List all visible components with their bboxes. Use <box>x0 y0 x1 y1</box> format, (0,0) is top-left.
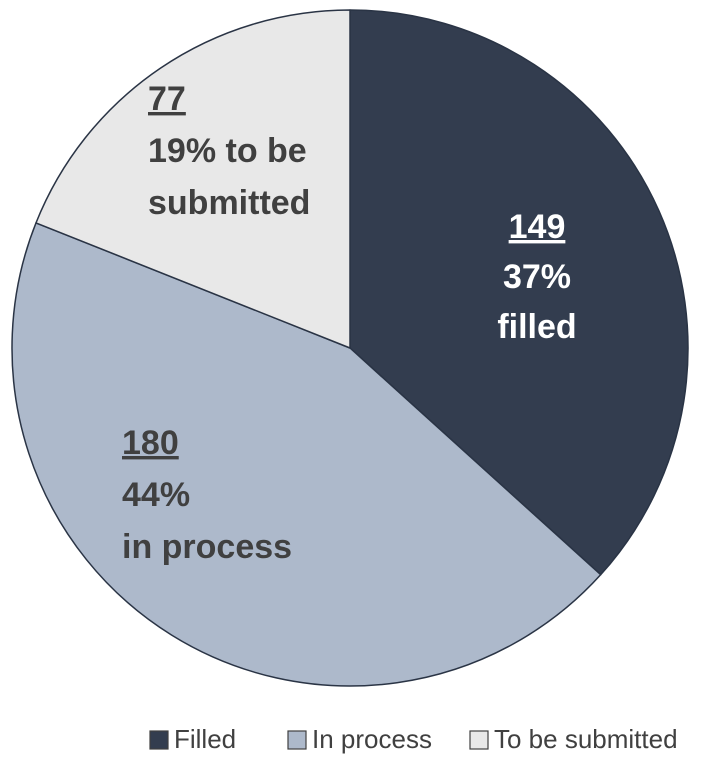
data-label-desc-to-be-submitted: submitted <box>148 184 310 222</box>
data-label-count-to-be-submitted: 77 <box>148 80 186 118</box>
legend: Filled In process To be submitted <box>149 724 678 754</box>
pie-slices <box>11 9 689 687</box>
legend-label-filled: Filled <box>174 724 236 754</box>
legend-item-to-be-submitted: To be submitted <box>469 724 678 754</box>
slice-labels: 149 37% filled 180 44% in process 77 19% to be s… <box>122 80 577 566</box>
legend-swatch-to-be-submitted <box>469 730 489 750</box>
data-label-percent-to-be-submitted: 19% to be <box>148 132 307 170</box>
legend-label-in-process: In process <box>312 724 432 754</box>
data-label-desc-in-process: in process <box>122 528 292 566</box>
pie-slice-filled <box>349 9 689 576</box>
data-label-count-in-process: 180 <box>122 424 179 462</box>
legend-swatch-in-process <box>287 730 307 750</box>
pie-slice-in-process <box>11 222 602 687</box>
legend-item-in-process: In process <box>287 724 432 754</box>
legend-swatch-filled <box>149 730 169 750</box>
data-label-percent-in-process: 44% <box>122 476 190 514</box>
data-label-count-filled: 149 <box>509 208 566 246</box>
legend-item-filled: Filled <box>149 724 236 754</box>
legend-label-to-be-submitted: To be submitted <box>494 724 678 754</box>
pie-slice-to-be-submitted <box>35 9 351 349</box>
data-label-percent-filled: 37% <box>503 258 571 296</box>
data-label-desc-filled: filled <box>497 308 576 346</box>
